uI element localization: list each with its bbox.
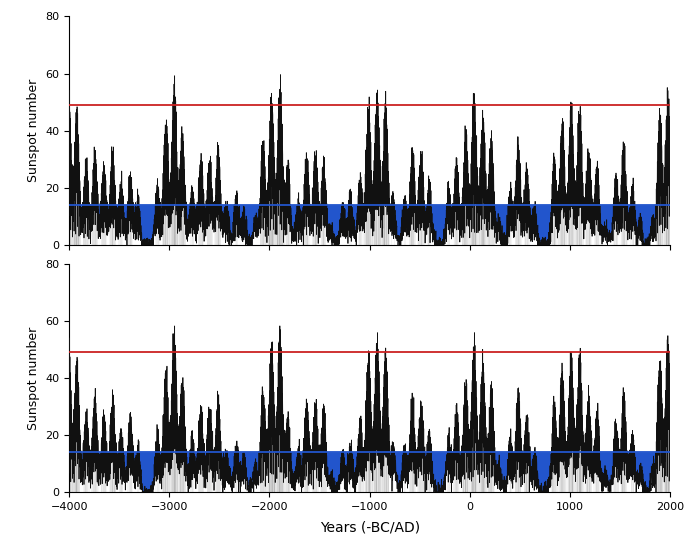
Y-axis label: Sunspot number: Sunspot number — [27, 326, 39, 429]
Y-axis label: Sunspot number: Sunspot number — [27, 79, 39, 183]
X-axis label: Years (-BC/AD): Years (-BC/AD) — [320, 520, 419, 534]
